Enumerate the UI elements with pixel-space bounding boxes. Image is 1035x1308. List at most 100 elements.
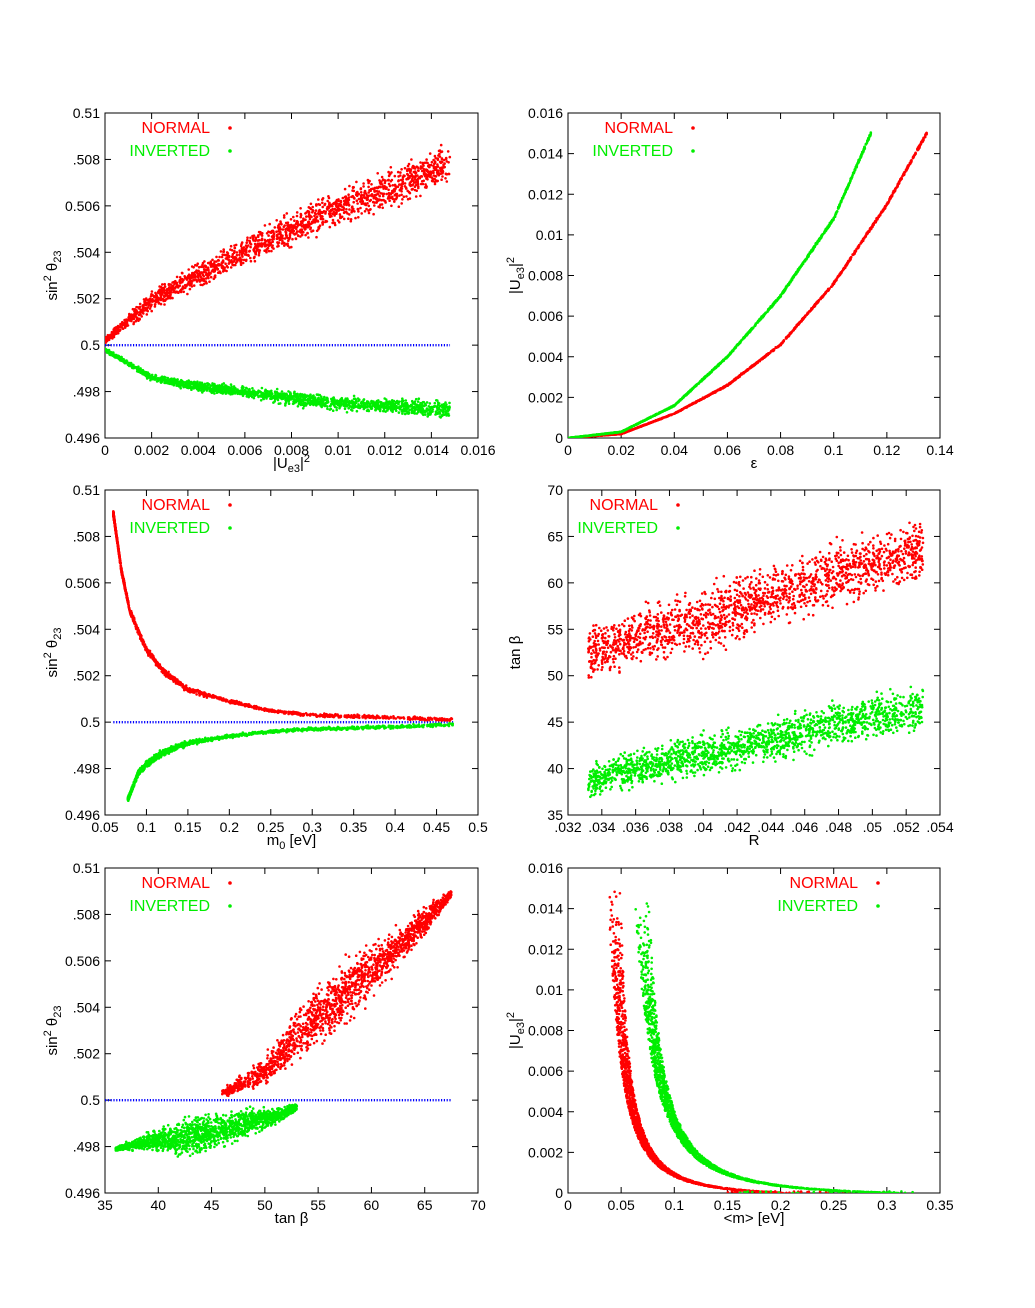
data-point: [248, 250, 251, 253]
data-point: [217, 263, 221, 266]
data-point: [192, 284, 196, 287]
data-point: [387, 191, 391, 195]
y-tick-label: .504: [73, 244, 100, 260]
data-point: [229, 248, 232, 251]
data-point: [393, 198, 396, 201]
data-point: [156, 379, 160, 383]
data-point: [360, 212, 364, 215]
data-point: [119, 328, 122, 332]
data-point: [171, 378, 175, 382]
data-point: [258, 390, 261, 393]
data-point: [300, 228, 304, 231]
data-point: [320, 395, 323, 399]
data-point: [434, 413, 437, 416]
data-point: [853, 250, 857, 253]
data-point: [448, 155, 452, 159]
data-point: [249, 245, 252, 249]
data-point: [311, 211, 314, 214]
data-point: [279, 220, 282, 223]
data-point: [373, 404, 377, 407]
data-point: [728, 382, 731, 386]
data-point: [420, 169, 424, 173]
data-point: [190, 282, 193, 286]
data-point: [723, 385, 727, 389]
data-point: [205, 282, 208, 285]
data-point: [359, 206, 362, 210]
data-point: [428, 165, 431, 169]
data-point: [245, 387, 249, 390]
data-point: [418, 405, 422, 408]
data-point: [726, 384, 729, 387]
data-point: [171, 285, 175, 288]
data-point: [258, 242, 262, 246]
data-point: [340, 215, 344, 219]
data-point: [284, 221, 288, 225]
x-tick-label: 0.004: [181, 442, 216, 458]
data-point: [178, 276, 182, 279]
data-point: [353, 210, 356, 213]
data-point: [369, 198, 373, 202]
data-point: [406, 406, 410, 410]
data-point: [342, 211, 346, 215]
data-point: [232, 385, 236, 388]
data-point: [409, 183, 413, 187]
data-point: [261, 395, 264, 399]
data-point: [135, 370, 139, 373]
data-point: [402, 174, 406, 177]
data-point: [270, 230, 274, 234]
data-point: [869, 227, 872, 231]
data-point: [322, 403, 325, 407]
data-point: [233, 258, 236, 261]
data-point: [834, 278, 838, 282]
data-point: [345, 411, 349, 414]
data-point: [224, 262, 227, 266]
data-point: [167, 282, 171, 286]
data-point: [318, 402, 321, 405]
data-point: [117, 354, 121, 358]
data-point: [128, 315, 132, 319]
data-point: [383, 181, 387, 185]
data-point: [301, 407, 305, 410]
data-point: [269, 394, 272, 397]
data-point: [332, 221, 335, 224]
data-point: [697, 399, 701, 402]
data-point: [114, 330, 118, 333]
data-point: [346, 199, 349, 203]
data-point: [299, 223, 302, 226]
data-point: [416, 177, 420, 181]
data-point: [397, 179, 400, 183]
data-point: [264, 240, 268, 243]
data-point: [276, 394, 279, 398]
data-point: [340, 396, 344, 400]
data-point: [243, 253, 247, 256]
data-point: [380, 180, 383, 183]
data-point: [373, 190, 377, 193]
y-tick-label: 0.506: [65, 198, 100, 214]
data-point: [404, 399, 408, 402]
data-point: [339, 199, 343, 203]
y-tick-label: 0.006: [528, 308, 563, 324]
data-point: [374, 401, 377, 405]
data-point: [362, 398, 366, 401]
data-point: [380, 401, 383, 404]
data-point: [238, 253, 241, 257]
data-point: [296, 221, 299, 225]
data-point: [316, 220, 320, 223]
x-tick-label: 0.002: [134, 442, 169, 458]
data-point: [355, 409, 359, 413]
data-point: [315, 235, 318, 239]
data-point: [445, 160, 449, 163]
data-point: [304, 218, 307, 221]
data-point: [432, 171, 435, 174]
data-point: [737, 375, 741, 379]
data-point: [437, 149, 441, 153]
data-point: [283, 224, 287, 227]
data-point: [285, 392, 288, 396]
data-point: [352, 397, 356, 401]
data-point: [378, 194, 382, 198]
data-point: [355, 180, 358, 184]
data-point: [923, 134, 927, 138]
data-point: [398, 405, 402, 408]
data-point: [309, 226, 313, 229]
data-point: [404, 403, 407, 407]
